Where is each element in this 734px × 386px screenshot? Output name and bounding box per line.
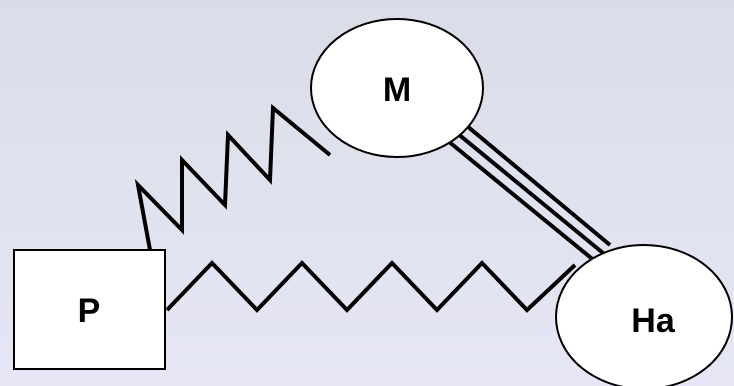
node-p-label: P <box>78 292 101 330</box>
edge-m-ha-triple-line <box>435 114 612 264</box>
node-p-box <box>13 249 166 370</box>
node-ha-label: Ha <box>631 302 676 340</box>
edge-p-m-zigzag <box>134 103 332 251</box>
node-m: M <box>310 18 484 158</box>
node-ha-circle <box>555 244 733 386</box>
node-m-circle <box>310 18 484 158</box>
node-ha: Ha <box>555 244 733 386</box>
edge-p-ha-zigzag <box>165 260 577 313</box>
node-p: P <box>13 249 166 370</box>
node-m-label: M <box>383 71 411 109</box>
